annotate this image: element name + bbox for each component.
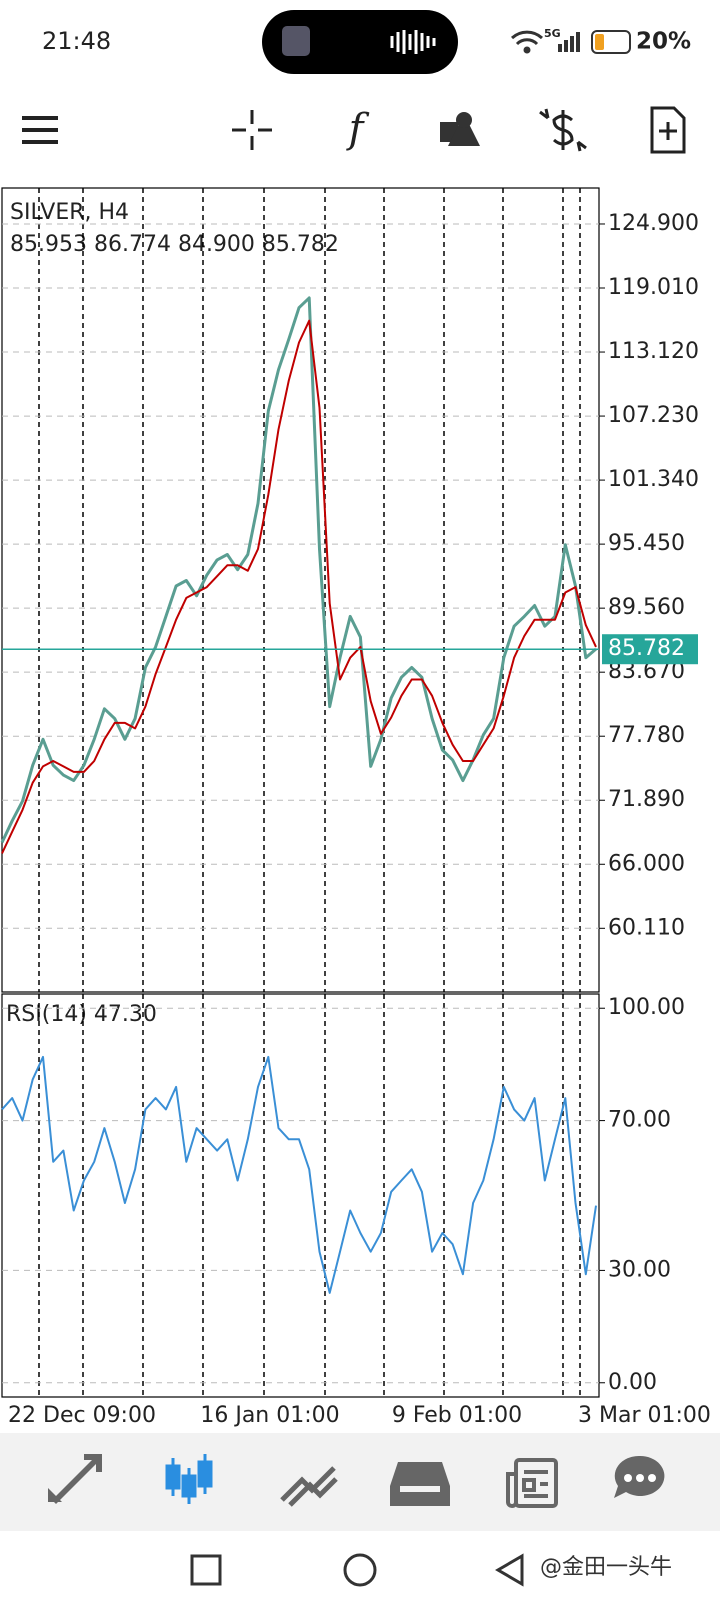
chart-tab[interactable]: [165, 1454, 213, 1504]
y-tick-label: 60.110: [608, 915, 685, 940]
news-tab[interactable]: [506, 1458, 558, 1508]
indicator-button[interactable]: f: [346, 106, 370, 152]
ohlc-readout: 85.953 86.774 84.900 85.782: [10, 232, 339, 257]
y-tick-label: 119.010: [608, 275, 699, 300]
recents-button[interactable]: [190, 1554, 222, 1586]
y-tick-label: 0.00: [608, 1370, 657, 1395]
y-tick-label: 71.890: [608, 787, 685, 812]
home-button[interactable]: [343, 1553, 377, 1587]
quotes-tab[interactable]: [48, 1454, 102, 1504]
wifi-icon: [510, 30, 544, 54]
rsi-pane: [1, 993, 600, 1398]
toolbar: f: [22, 106, 686, 154]
series-line: [0, 296, 597, 844]
y-tick-label: 66.000: [608, 851, 685, 876]
y-tick-label: 101.340: [608, 467, 699, 492]
series-line: [1, 1055, 597, 1294]
chart-title: SILVER, H4: [10, 200, 129, 225]
price-pane: [1, 187, 600, 993]
new-order-button[interactable]: [650, 106, 686, 154]
chat-tab[interactable]: [614, 1455, 665, 1498]
watermark: @金田一头牛: [540, 1555, 672, 1580]
current-price-badge: [602, 634, 698, 665]
x-tick-label: 22 Dec 09:00: [8, 1403, 156, 1428]
series-line: [1, 319, 597, 854]
battery-level: [595, 34, 604, 50]
y-tick-label: 100.00: [608, 995, 685, 1020]
media-thumb: [282, 26, 310, 56]
bottom-nav: [0, 1433, 720, 1531]
current-price-label: 85.782: [608, 636, 685, 661]
battery-icon: [591, 30, 631, 54]
dynamic-island: [262, 10, 458, 74]
status-time: 21:48: [42, 27, 111, 55]
y-tick-label: 30.00: [608, 1257, 671, 1282]
trade-tab[interactable]: [280, 1466, 338, 1507]
network-type: 5G: [544, 27, 561, 40]
rsi-title: RSI(14) 47.30: [6, 1002, 157, 1027]
objects-button[interactable]: [440, 112, 480, 146]
trade-button[interactable]: [539, 108, 587, 152]
y-tick-label: 89.560: [608, 595, 685, 620]
y-tick-label: 124.900: [608, 211, 699, 236]
x-tick-label: 9 Feb 01:00: [392, 1403, 522, 1428]
battery-percent: 20%: [636, 29, 691, 55]
signal-icon: [558, 32, 580, 52]
history-tab[interactable]: [390, 1462, 450, 1506]
y-tick-label: 107.230: [608, 403, 699, 428]
x-tick-label: 16 Jan 01:00: [200, 1403, 339, 1428]
y-tick-label: 113.120: [608, 339, 699, 364]
back-button[interactable]: [495, 1553, 524, 1587]
y-tick-label: 95.450: [608, 531, 685, 556]
menu-button[interactable]: [22, 116, 58, 144]
y-tick-label: 77.780: [608, 723, 685, 748]
crosshair-button[interactable]: [232, 110, 272, 150]
x-tick-label: 3 Mar 01:00: [578, 1403, 711, 1428]
audio-wave: [390, 30, 436, 54]
y-tick-label: 70.00: [608, 1108, 671, 1133]
